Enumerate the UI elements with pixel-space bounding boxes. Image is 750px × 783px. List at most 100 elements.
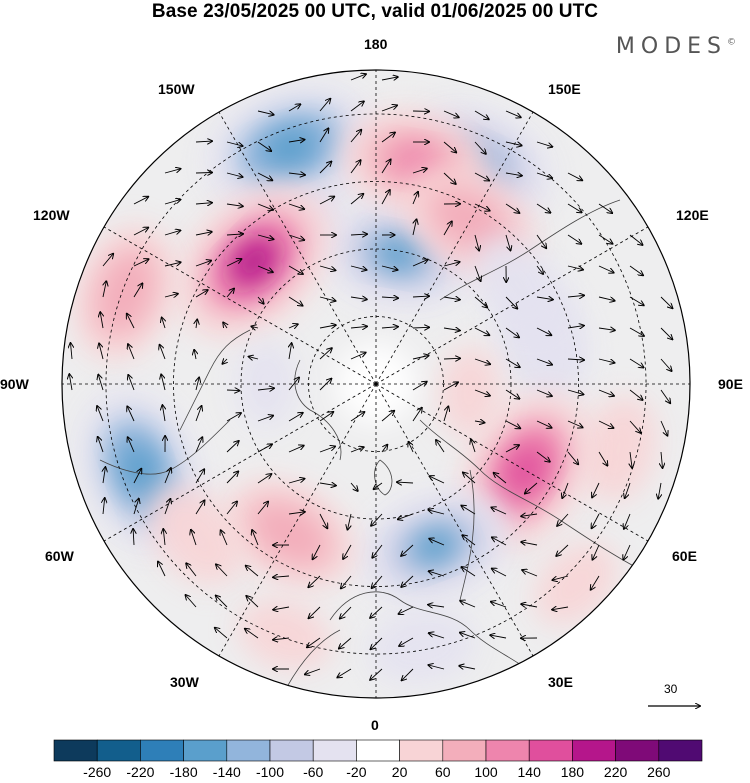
- wind-vector: [164, 169, 180, 174]
- wind-vector: [429, 665, 445, 670]
- wind-vector: [343, 544, 352, 559]
- wind-vector: [443, 382, 458, 391]
- wind-vector: [273, 576, 290, 577]
- wind-vector: [429, 539, 445, 546]
- wind-vector: [412, 327, 429, 328]
- wind-vector: [536, 203, 550, 213]
- wind-vector: [491, 508, 507, 515]
- wind-vector: [381, 190, 390, 205]
- wind-vector: [305, 668, 321, 674]
- brand-mark: ©: [727, 37, 736, 48]
- anomaly-blob-mid: [248, 500, 332, 567]
- wind-vector: [226, 472, 238, 484]
- colorbar-swatch: [615, 739, 660, 762]
- wind-vector: [625, 482, 631, 498]
- wind-vector: [288, 203, 304, 209]
- wind-vector: [257, 502, 268, 515]
- colorbar-swatch: [658, 739, 703, 762]
- wind-vector: [474, 389, 490, 396]
- wind-vector: [246, 596, 259, 608]
- wind-vector: [567, 172, 582, 180]
- wind-vector: [226, 289, 234, 298]
- wind-vector: [412, 260, 428, 267]
- lon-label-60e: 60E: [672, 548, 697, 564]
- wind-vector: [288, 512, 305, 514]
- wind-vector: [350, 447, 364, 453]
- wind-vector: [195, 406, 202, 422]
- wind-vector: [350, 326, 367, 328]
- wind-vector: [463, 473, 476, 484]
- wind-vector: [103, 467, 105, 484]
- wind-vector: [370, 668, 383, 680]
- anomaly-blob-outer: [148, 485, 243, 586]
- wind-vector: [429, 571, 445, 577]
- wind-vector: [505, 296, 517, 309]
- wind-vector: [491, 602, 507, 608]
- wind-vector: [461, 506, 476, 515]
- wind-vector: [133, 499, 139, 515]
- wind-vector: [226, 204, 243, 206]
- wind-vector: [319, 379, 331, 391]
- wind-vector: [536, 327, 551, 335]
- wind-vector: [226, 259, 241, 267]
- wind-vector: [195, 290, 208, 298]
- wind-vector: [399, 637, 414, 646]
- wind-vector: [195, 500, 205, 515]
- wind-vector: [505, 234, 511, 250]
- wind-vector: [348, 513, 352, 530]
- wind-vector: [505, 445, 519, 453]
- wind-vector: [397, 482, 414, 483]
- colorbar: [53, 739, 703, 762]
- wind-vector: [195, 261, 211, 267]
- wind-vector: [257, 172, 272, 180]
- coastline: [439, 199, 621, 301]
- wind-vector: [288, 234, 304, 240]
- wind-vector: [221, 530, 228, 546]
- wind-vector: [350, 482, 358, 491]
- wind-vector: [429, 633, 445, 639]
- wind-vector: [381, 327, 398, 328]
- wind-vector: [216, 596, 228, 608]
- wind-vector: [598, 389, 614, 396]
- wind-vector: [164, 230, 180, 236]
- wind-vector: [593, 544, 600, 560]
- wind-vector: [592, 482, 600, 497]
- modes-logo: MODES©: [616, 34, 736, 59]
- wind-vector: [399, 606, 414, 614]
- wind-vector: [128, 344, 135, 360]
- wind-vector: [98, 375, 104, 391]
- wind-vector: [128, 375, 135, 391]
- wind-vector: [319, 296, 336, 301]
- lon-label-120e: 120E: [676, 207, 709, 223]
- wind-vector: [319, 412, 333, 422]
- colorbar-swatch: [356, 739, 400, 762]
- wind-vector: [629, 265, 643, 275]
- wind-vector: [474, 141, 486, 154]
- wind-vector: [401, 575, 414, 587]
- anomaly-blob-mid: [94, 249, 156, 337]
- lon-label-0: 0: [371, 717, 379, 733]
- wind-vector: [462, 567, 476, 577]
- wind-vector: [370, 606, 383, 618]
- wind-vector: [412, 356, 429, 360]
- wind-vector: [273, 607, 290, 610]
- wind-vector: [160, 345, 166, 360]
- wind-vector: [371, 637, 383, 649]
- wind-vector: [536, 420, 552, 428]
- colorbar-swatch: [312, 739, 357, 762]
- wind-vector: [223, 323, 227, 329]
- wind-vector: [629, 420, 641, 433]
- wind-vector: [226, 172, 243, 177]
- wind-vector: [313, 544, 321, 559]
- lon-label-30w: 30W: [170, 674, 199, 690]
- wind-vector: [340, 606, 352, 619]
- colorbar-swatch: [140, 739, 184, 762]
- wind-vector: [661, 451, 663, 468]
- wind-vector: [536, 141, 552, 147]
- wind-vector: [629, 327, 644, 336]
- lon-label-120w: 120W: [33, 207, 70, 223]
- wind-vector: [226, 234, 243, 235]
- colorbar-tick-label: 20: [391, 764, 408, 780]
- colorbar-swatch: [572, 739, 616, 762]
- wind-vector: [350, 412, 364, 422]
